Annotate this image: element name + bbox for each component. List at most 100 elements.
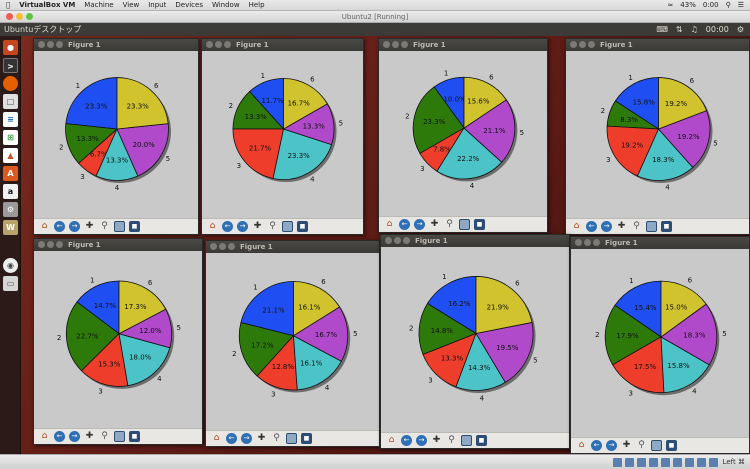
close-icon[interactable]: [38, 241, 45, 248]
back-arrow-icon[interactable]: ←: [591, 440, 602, 451]
menubar-clock[interactable]: 0:00: [702, 1, 719, 9]
back-arrow-icon[interactable]: ←: [226, 433, 237, 444]
minimize-icon[interactable]: [394, 237, 401, 244]
figure-window[interactable]: Figure 1 23.3% 1 13.3% 2 6.7% 3 13.3% 4 20.0% 5 23…: [33, 38, 199, 235]
minimize-icon[interactable]: [219, 243, 226, 250]
hard-disk-icon[interactable]: [613, 458, 622, 467]
home-icon[interactable]: ⌂: [209, 221, 216, 231]
pan-icon[interactable]: ✚: [85, 221, 94, 231]
figure-window[interactable]: Figure 1 16.2% 1 14.8% 2 13.3% 3 14.3% 4 19.5% 5 2…: [380, 234, 570, 449]
zoom-icon[interactable]: ⚲: [269, 221, 276, 231]
volume-icon[interactable]: ♫: [690, 25, 698, 34]
forward-arrow-icon[interactable]: →: [601, 221, 612, 232]
save-icon[interactable]: ■: [666, 440, 677, 451]
home-icon[interactable]: ⌂: [573, 221, 580, 231]
figure-titlebar[interactable]: Figure 1: [566, 39, 749, 51]
close-icon[interactable]: [38, 41, 45, 48]
minimize-icon[interactable]: [579, 41, 586, 48]
pan-icon[interactable]: ✚: [253, 221, 262, 231]
forward-arrow-icon[interactable]: →: [606, 440, 617, 451]
maximize-icon[interactable]: [403, 237, 410, 244]
figure-window[interactable]: Figure 1 21.1% 1 17.2% 2 12.8% 3 16.1% 4 16.7% 5 1…: [205, 240, 380, 447]
home-icon[interactable]: ⌂: [213, 433, 220, 443]
back-arrow-icon[interactable]: ←: [222, 221, 233, 232]
figure-titlebar[interactable]: Figure 1: [34, 39, 198, 51]
display-icon[interactable]: [685, 458, 694, 467]
subplots-icon[interactable]: [282, 221, 293, 232]
pan-icon[interactable]: ✚: [85, 431, 94, 441]
mouse-integration-icon[interactable]: [709, 458, 718, 467]
session-gear-icon[interactable]: ⚙: [736, 25, 744, 34]
zoom-icon[interactable]: ⚲: [101, 221, 108, 231]
close-icon[interactable]: [206, 41, 213, 48]
save-icon[interactable]: ■: [476, 435, 487, 446]
libreoffice-writer-icon[interactable]: ≡: [3, 112, 18, 127]
firefox-icon[interactable]: [3, 76, 18, 91]
back-arrow-icon[interactable]: ←: [401, 435, 412, 446]
close-icon[interactable]: [575, 239, 582, 246]
pan-icon[interactable]: ✚: [622, 440, 631, 450]
zoom-window-icon[interactable]: [26, 13, 33, 20]
forward-arrow-icon[interactable]: →: [69, 221, 80, 232]
save-icon[interactable]: ■: [129, 431, 140, 442]
figure-titlebar[interactable]: Figure 1: [202, 39, 363, 51]
keyboard-layout-icon[interactable]: ⌨: [656, 25, 668, 34]
back-arrow-icon[interactable]: ←: [399, 219, 410, 230]
maximize-icon[interactable]: [588, 41, 595, 48]
menu-window[interactable]: Window: [207, 1, 240, 9]
subplots-icon[interactable]: [646, 221, 657, 232]
save-icon[interactable]: ■: [301, 433, 312, 444]
subplots-icon[interactable]: [114, 431, 125, 442]
menu-view[interactable]: View: [118, 1, 140, 9]
minimize-window-icon[interactable]: [16, 13, 23, 20]
subplots-icon[interactable]: [459, 219, 470, 230]
save-icon[interactable]: ■: [474, 219, 485, 230]
close-icon[interactable]: [383, 41, 390, 48]
maximize-icon[interactable]: [56, 241, 63, 248]
back-arrow-icon[interactable]: ←: [586, 221, 597, 232]
back-arrow-icon[interactable]: ←: [54, 221, 65, 232]
amazon-icon[interactable]: a: [3, 184, 18, 199]
wifi-icon[interactable]: ≈: [667, 1, 674, 9]
forward-arrow-icon[interactable]: →: [414, 219, 425, 230]
figure-window[interactable]: Figure 1 10.0% 1 23.3% 2 7.8% 3 22.2% 4 21.1% 5 15…: [378, 38, 548, 233]
ubuntu-panel-clock[interactable]: 00:00: [705, 25, 729, 34]
recording-icon[interactable]: [697, 458, 706, 467]
menu-input[interactable]: Input: [144, 1, 166, 9]
maximize-icon[interactable]: [401, 41, 408, 48]
optical-drive-icon[interactable]: [625, 458, 634, 467]
subplots-icon[interactable]: [651, 440, 662, 451]
home-icon[interactable]: ⌂: [41, 221, 48, 231]
maximize-icon[interactable]: [224, 41, 231, 48]
subplots-icon[interactable]: [286, 433, 297, 444]
network-adapter-icon[interactable]: [649, 458, 658, 467]
pan-icon[interactable]: ✚: [617, 221, 626, 231]
shared-folder-icon[interactable]: [673, 458, 682, 467]
forward-arrow-icon[interactable]: →: [237, 221, 248, 232]
menu-help[interactable]: Help: [244, 1, 265, 9]
settings-icon[interactable]: ⚙: [3, 202, 18, 217]
figure-titlebar[interactable]: Figure 1: [206, 241, 379, 253]
figure-titlebar[interactable]: Figure 1: [571, 237, 749, 249]
terminal-icon[interactable]: >: [3, 58, 18, 73]
pan-icon[interactable]: ✚: [430, 219, 439, 229]
network-icon[interactable]: ⇅: [675, 25, 683, 34]
save-icon[interactable]: ■: [661, 221, 672, 232]
audio-icon[interactable]: [637, 458, 646, 467]
software-center-icon[interactable]: A: [3, 166, 18, 181]
save-icon[interactable]: ■: [297, 221, 308, 232]
save-icon[interactable]: ■: [129, 221, 140, 232]
subplots-icon[interactable]: [114, 221, 125, 232]
pan-icon[interactable]: ✚: [257, 433, 266, 443]
home-icon[interactable]: ⌂: [386, 219, 393, 229]
minimize-icon[interactable]: [584, 239, 591, 246]
files-icon[interactable]: □: [3, 94, 18, 109]
close-icon[interactable]: [385, 237, 392, 244]
close-icon[interactable]: [210, 243, 217, 250]
trash-icon[interactable]: ▭: [3, 276, 18, 291]
battery-percent[interactable]: 43%: [680, 1, 696, 9]
minimize-icon[interactable]: [47, 241, 54, 248]
workspace-icon[interactable]: W: [3, 220, 18, 235]
zoom-icon[interactable]: ⚲: [101, 431, 108, 441]
figure-titlebar[interactable]: Figure 1: [381, 235, 569, 247]
